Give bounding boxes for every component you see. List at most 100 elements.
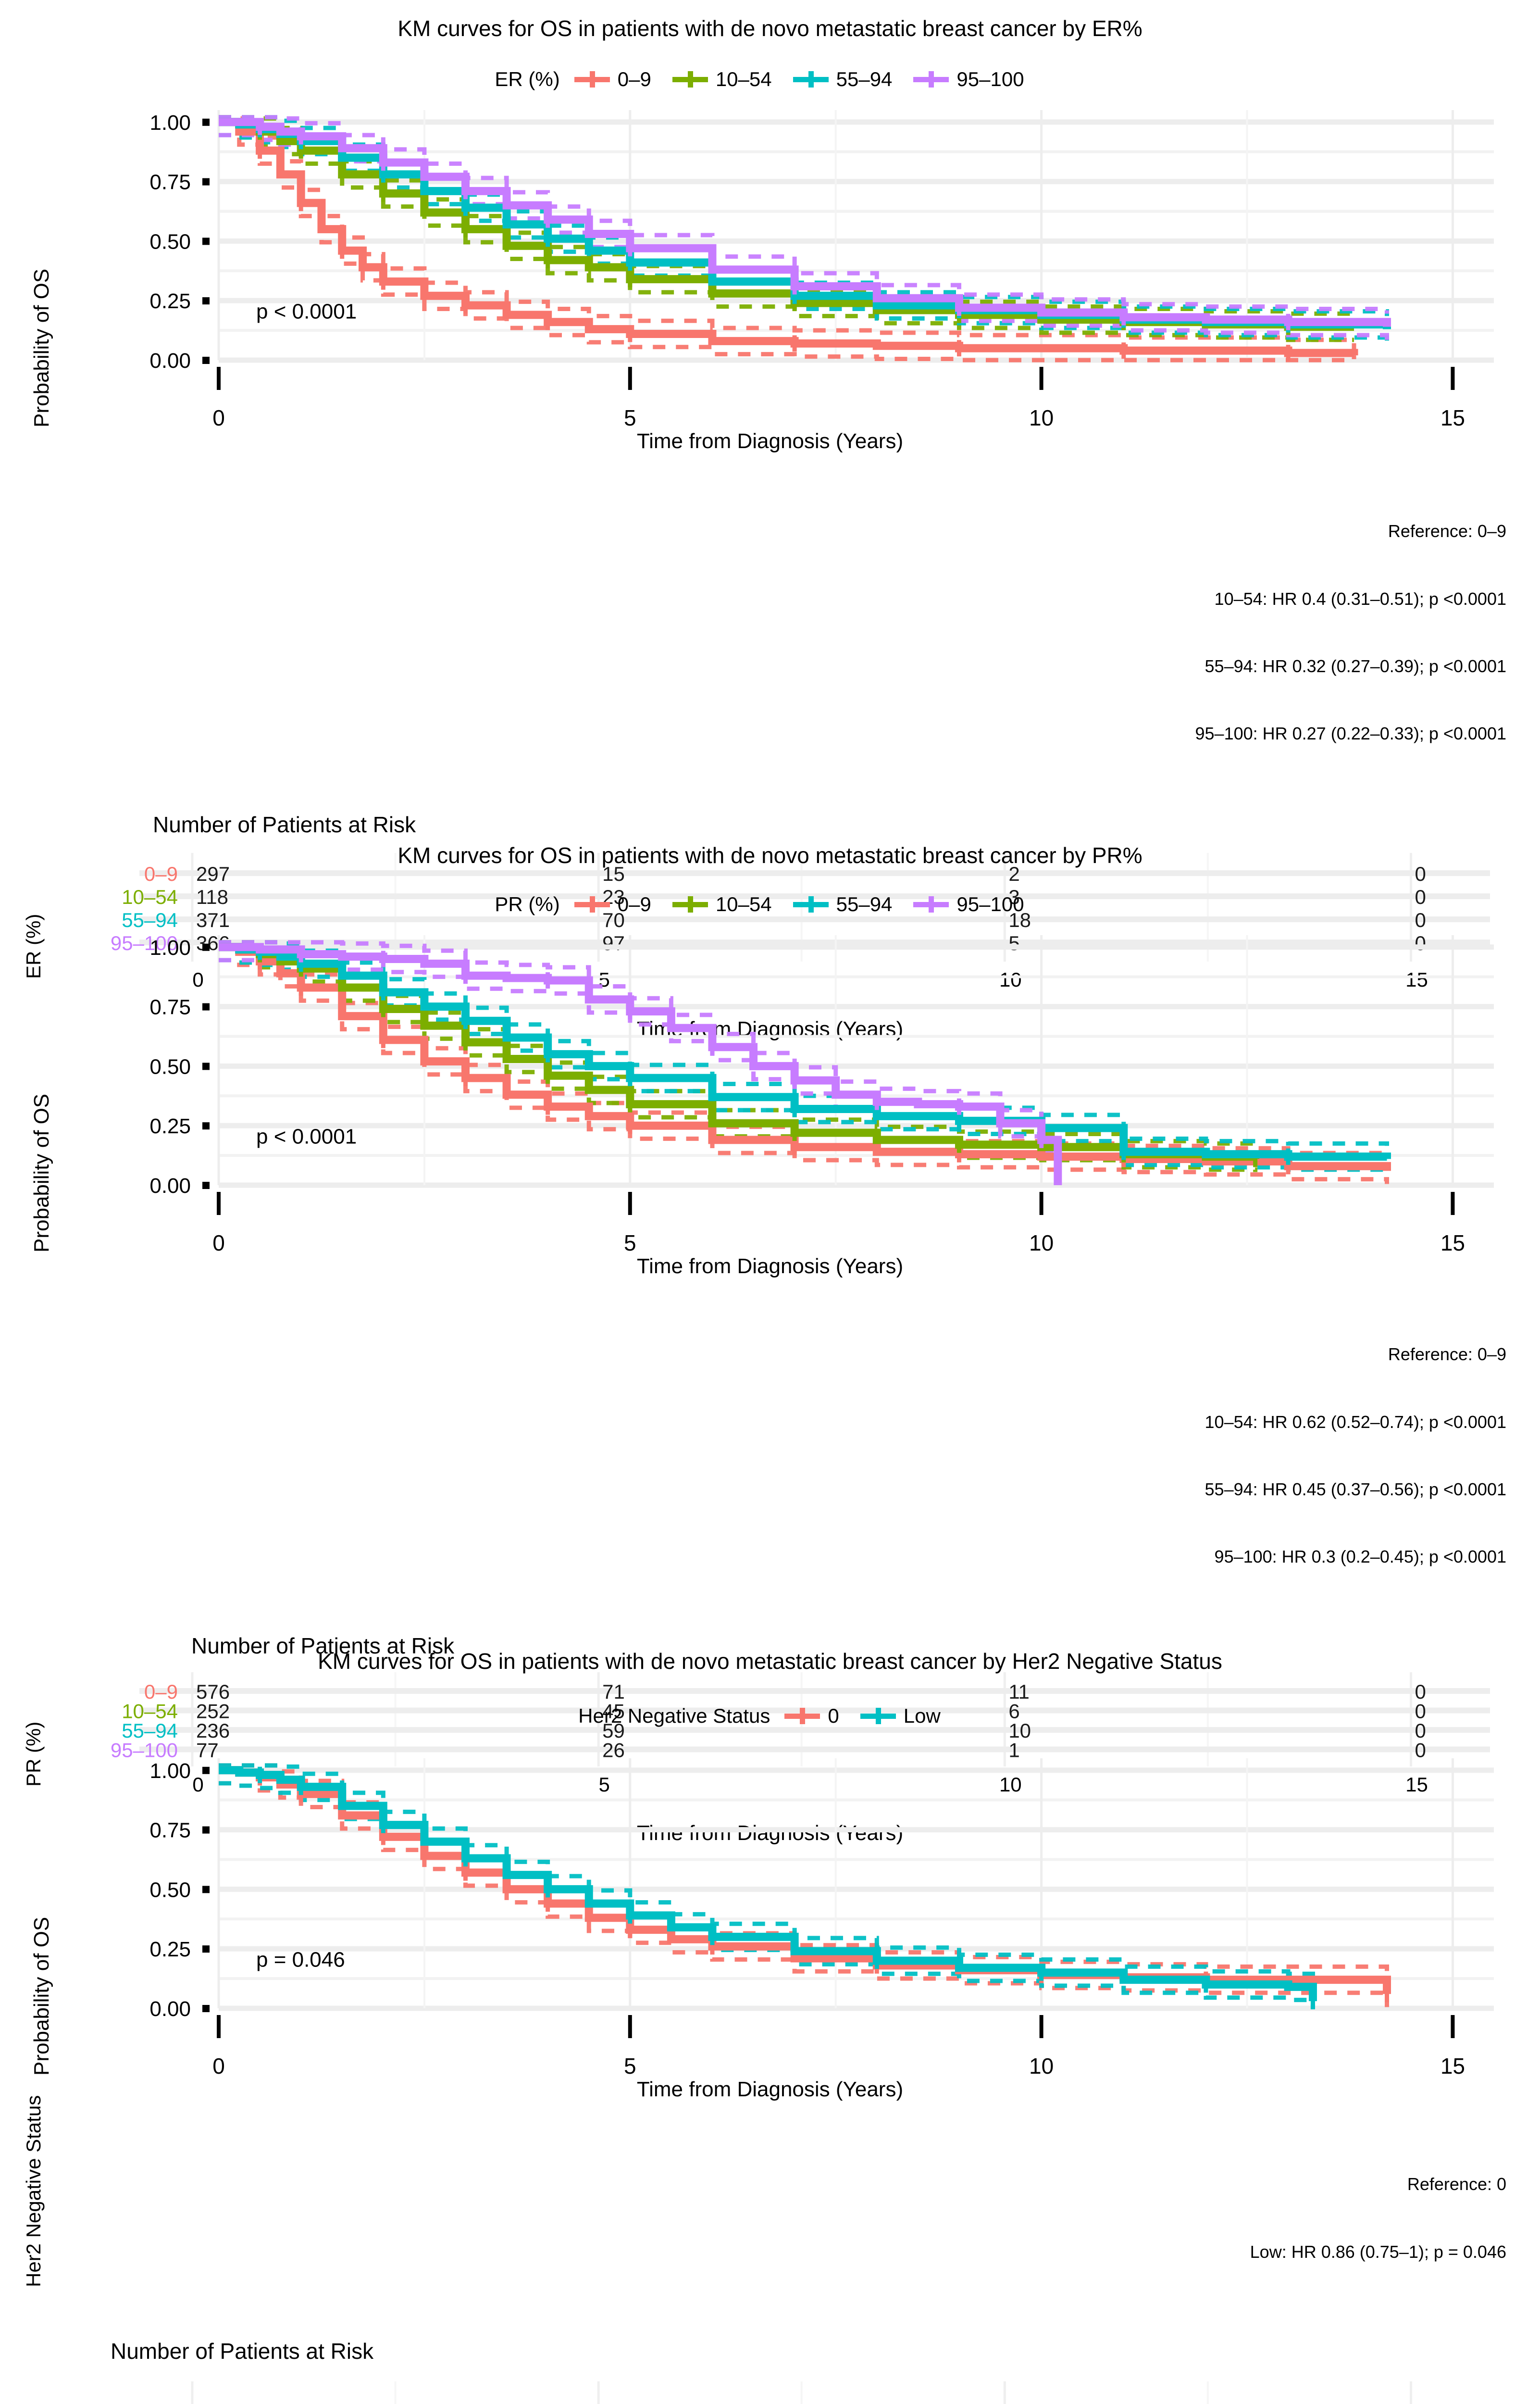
svg-text:10: 10	[1029, 405, 1054, 427]
risk-cell: 236	[196, 1719, 230, 1742]
svg-text:0.00: 0.00	[149, 349, 191, 373]
x-axis-title: Time from Diagnosis (Years)	[636, 1254, 904, 1278]
svg-text:0.50: 0.50	[149, 1878, 191, 1902]
legend-item-10-54[interactable]: 10–54	[672, 893, 772, 916]
risk-cell: 18	[1008, 909, 1031, 931]
risk-cell: 0	[1415, 863, 1426, 885]
svg-text:p < 0.0001: p < 0.0001	[256, 300, 357, 323]
risk-axis-title: Her2 Negative Status	[22, 2095, 45, 2287]
svg-text:0.00: 0.00	[149, 1997, 191, 2021]
panel-her2-legend: Her2 Negative Status 0 Low	[0, 1704, 1540, 1728]
legend-key-icon	[672, 896, 708, 913]
risk-cell: 11	[1008, 1680, 1030, 1703]
stats-line: 55–94: HR 0.45 (0.37–0.56); p <0.0001	[1205, 1479, 1506, 1499]
legend-item-label: 55–94	[836, 67, 893, 90]
panel-er: KM curves for OS in patients with de nov…	[0, 0, 1540, 1041]
legend-item-0-9[interactable]: 0–9	[574, 893, 651, 916]
svg-text:5: 5	[624, 1230, 636, 1252]
legend-item-low[interactable]: Low	[860, 1704, 941, 1728]
risk-row-label: 95–100	[111, 1739, 178, 1761]
stats-line: Reference: 0–9	[1388, 521, 1506, 541]
panel-pr-stats: Reference: 0–9 10–54: HR 0.62 (0.52–0.74…	[0, 1299, 1540, 1614]
legend-item-label: 0	[828, 1704, 839, 1727]
legend-item-0[interactable]: 0	[784, 1704, 839, 1728]
svg-text:0: 0	[212, 2053, 225, 2076]
risk-cell: 71	[602, 1680, 625, 1703]
risk-row-label: 0–9	[144, 863, 178, 885]
legend-item-label: Low	[903, 1704, 941, 1727]
panel-er-title: KM curves for OS in patients with de nov…	[397, 16, 1143, 41]
panel-er-legend: ER (%) 0–9 10–54 55–94 95–100	[0, 68, 1540, 91]
svg-text:p = 0.046: p = 0.046	[256, 1948, 345, 1971]
risk-table-header: Number of Patients at Risk	[191, 1633, 455, 1658]
legend-key-icon	[793, 896, 829, 913]
legend-key-icon	[913, 896, 949, 913]
svg-text:15: 15	[1441, 405, 1465, 427]
panel-pr-plot: Probability of OS 0.00 0.25 0.50 0.75 1.00 0 5…	[0, 916, 1540, 1252]
legend-item-55-94[interactable]: 55–94	[793, 893, 892, 916]
risk-cell: 0	[1415, 909, 1426, 931]
y-axis-title: Probability of OS	[30, 1093, 53, 1252]
risk-cell: 576	[196, 1680, 230, 1703]
risk-cell: 97	[602, 932, 625, 954]
panel-her2-title: KM curves for OS in patients with de nov…	[318, 1649, 1222, 1674]
legend-item-95-100[interactable]: 95–100	[913, 68, 1024, 91]
svg-text:15: 15	[1441, 1230, 1465, 1252]
risk-table-header: Number of Patients at Risk	[153, 812, 416, 837]
risk-axis-tick: 10	[999, 968, 1022, 989]
svg-text:1.00: 1.00	[149, 1759, 191, 1782]
legend-key-icon	[574, 71, 610, 88]
risk-table-grid: 0–9 576 71 11 010–54 252 45 6 055–94 236 59 10 095–1…	[111, 1672, 1490, 1796]
y-axis-title: Probability of OS	[30, 268, 53, 427]
svg-text:0: 0	[212, 1230, 225, 1252]
risk-row-label: 95–100	[111, 932, 178, 954]
panel-her2: KM curves for OS in patients with de nov…	[0, 1644, 1540, 2404]
panel-pr: KM curves for OS in patients with de nov…	[0, 837, 1540, 1845]
risk-axis-tick: 0	[192, 1773, 203, 1794]
legend-title: PR (%)	[495, 892, 560, 915]
legend-item-95-100[interactable]: 95–100	[913, 893, 1024, 916]
legend-title: ER (%)	[495, 67, 560, 90]
risk-row-label: 0–9	[144, 1680, 178, 1703]
risk-cell: 0	[1415, 1739, 1426, 1761]
risk-axis-tick: 15	[1405, 968, 1428, 989]
svg-text:5: 5	[624, 2053, 636, 2076]
legend-item-label: 95–100	[956, 67, 1024, 90]
risk-cell: 0	[1415, 1719, 1426, 1742]
svg-text:p < 0.0001: p < 0.0001	[256, 1125, 357, 1148]
panel-pr-risk-table: PR (%) 0–9 576 71 11 0 10–54 252 45 6 0 55–94 236 59…	[0, 1669, 1540, 1796]
risk-cell: 0	[1415, 1680, 1426, 1703]
risk-axis-tick: 15	[1405, 1773, 1428, 1794]
legend-item-label: 10–54	[715, 67, 772, 90]
legend-item-10-54[interactable]: 10–54	[672, 68, 772, 91]
legend-item-0-9[interactable]: 0–9	[574, 68, 651, 91]
panel-her2-risk-table: Her2 Negative Status 048574110Low7121391…	[0, 2095, 1540, 2404]
km-chart-her2: 0.000.250.500.751.000 5 10 15p = 0.046	[149, 1758, 1494, 2076]
svg-text:1.00: 1.00	[149, 936, 191, 959]
svg-text:1.00: 1.00	[149, 111, 191, 134]
risk-cell: 10	[1008, 1719, 1031, 1742]
panel-pr-legend: PR (%) 0–9 10–54 55–94 95–100	[0, 893, 1540, 916]
risk-cell: 77	[196, 1739, 219, 1761]
legend-key-icon	[672, 71, 708, 88]
risk-cell: 297	[196, 863, 230, 885]
legend-item-label: 0–9	[617, 892, 651, 915]
stats-line: 10–54: HR 0.4 (0.31–0.51); p <0.0001	[1214, 588, 1506, 609]
svg-text:0: 0	[212, 405, 225, 427]
km-chart-pr: 0.000.250.500.751.000 5 10 15p < 0.0001	[149, 935, 1494, 1252]
stats-line: 55–94: HR 0.32 (0.27–0.39); p <0.0001	[1205, 656, 1506, 676]
panel-her2-plot: Probability of OS 0.00 0.25 0.50 0.75 1.00 0 5…	[0, 1739, 1540, 2076]
x-axis-title: Time from Diagnosis (Years)	[636, 429, 904, 453]
stats-line: 10–54: HR 0.62 (0.52–0.74); p <0.0001	[1205, 1412, 1506, 1432]
stats-line: Low: HR 0.86 (0.75–1); p = 0.046	[1250, 2241, 1506, 2262]
risk-cell: 118	[196, 886, 228, 908]
legend-key-icon	[913, 71, 949, 88]
risk-cell: 26	[602, 1739, 625, 1761]
legend-item-label: 0–9	[617, 67, 651, 90]
risk-table-header: Number of Patients at Risk	[111, 2338, 374, 2364]
risk-cell: 70	[602, 909, 625, 931]
legend-key-icon	[860, 1707, 896, 1724]
stats-line: 95–100: HR 0.27 (0.22–0.33); p <0.0001	[1195, 724, 1507, 744]
legend-item-55-94[interactable]: 55–94	[793, 67, 893, 91]
stats-line: Reference: 0–9	[1388, 1344, 1506, 1365]
